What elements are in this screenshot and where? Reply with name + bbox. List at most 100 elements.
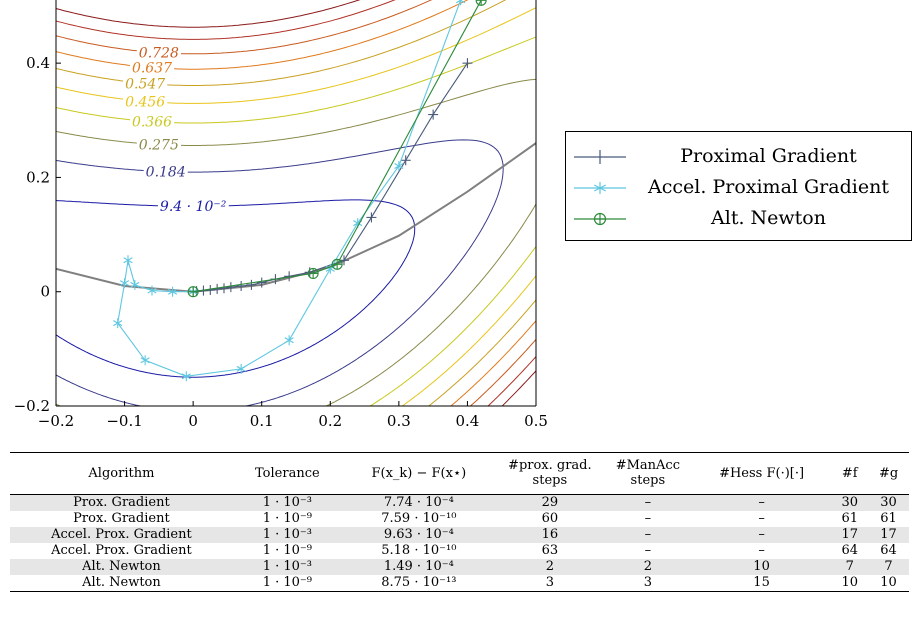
contour-label: 0.637 xyxy=(132,61,172,77)
data-point xyxy=(246,279,257,290)
table-cell: Alt. Newton xyxy=(10,559,233,575)
data-point xyxy=(167,286,178,297)
data-point xyxy=(366,212,377,223)
header-f-evals: #f xyxy=(831,452,869,495)
contour-line xyxy=(56,199,416,378)
axes: −0.2 −0.1 0 0.1 0.2 0.3 0.4 0.5 −0.2 0 0.2 0.4 xyxy=(14,0,548,430)
table-cell: 10 xyxy=(831,575,869,592)
table-cell: – xyxy=(644,543,652,558)
data-point xyxy=(219,283,229,294)
contour-label-bg xyxy=(157,199,229,216)
table-cell: 7.59 · 10⁻¹⁰ xyxy=(381,511,457,526)
legend-item-proximal-gradient: Proximal Gradient xyxy=(566,142,911,172)
table-cell: 8.75 · 10⁻¹³ xyxy=(341,575,496,592)
contour-line xyxy=(522,274,536,293)
contour-line xyxy=(56,7,536,104)
table-cell: 64 xyxy=(880,543,897,558)
table-cell: Accel. Prox. Gradient xyxy=(10,527,233,543)
table-cell: Accel. Prox. Gradient xyxy=(51,543,192,558)
table-cell: 7.74 · 10⁻⁴ xyxy=(341,494,496,511)
table-cell: 1 · 10⁻⁹ xyxy=(232,575,342,592)
contour-label-bg xyxy=(123,94,168,111)
table-header-row: Algorithm Tolerance F(x_k) − F(x⋆) #prox… xyxy=(10,452,909,495)
x-tick-label: 0.3 xyxy=(387,412,411,430)
legend-label: Proximal Gradient xyxy=(680,145,857,167)
data-point xyxy=(462,58,473,69)
x-tick-label: −0.2 xyxy=(38,412,74,430)
table-row: Alt. Newton 1 · 10⁻⁹ 8.75 · 10⁻¹³ 3 3 15 10 10 xyxy=(10,575,909,592)
x-tick-label: 0.1 xyxy=(250,412,274,430)
contour-line xyxy=(450,319,536,406)
table-cell: 64 xyxy=(841,543,858,558)
header-tolerance: Tolerance xyxy=(232,452,342,495)
x-tick-label: 0.5 xyxy=(524,412,548,430)
legend-marker-oplus-icon xyxy=(574,212,626,226)
contour-line xyxy=(56,0,396,40)
contour-label-bg xyxy=(136,137,181,154)
data-point xyxy=(119,278,130,289)
contour-label-bg xyxy=(129,60,175,77)
contour-line xyxy=(56,291,473,406)
data-point xyxy=(225,282,236,293)
contour-line xyxy=(56,0,507,86)
contour-label: 0.366 xyxy=(132,115,172,131)
contour-label-bg xyxy=(129,114,175,131)
data-point xyxy=(475,0,487,6)
series-alt-newton xyxy=(187,0,487,298)
data-point xyxy=(331,258,343,270)
contour-line xyxy=(401,291,524,406)
table-cell: 10 xyxy=(691,559,832,575)
table-cell: – xyxy=(758,543,765,558)
table-row: Accel. Prox. Gradient 1 · 10⁻⁹ 5.18 · 10⁻¹… xyxy=(10,543,909,559)
data-point xyxy=(123,255,133,266)
x-tick-label: 0.2 xyxy=(318,412,342,430)
contour-plot: 9.4 · 10⁻² 0.184 0.275 0.366 0.456 0.5470.637… xyxy=(0,0,548,440)
table-cell: 17 xyxy=(868,527,909,543)
table-cell: 1.49 · 10⁻⁴ xyxy=(341,559,496,575)
table-cell: 60 xyxy=(541,511,559,526)
contour-line xyxy=(0,439,38,440)
table-row: Prox. Gradient 1 · 10⁻³ 7.74 · 10⁻⁴ 29– –30 3… xyxy=(10,494,909,511)
data-point xyxy=(400,155,411,166)
data-point xyxy=(113,318,123,329)
y-tick-label: −0.2 xyxy=(14,397,50,415)
data-point xyxy=(140,355,150,366)
legend-marker-star-icon xyxy=(574,182,626,194)
table-cell: – xyxy=(603,494,692,511)
contour-label-bg xyxy=(136,45,181,62)
table-cell: 7 xyxy=(868,559,909,575)
contour-label: 0.184 xyxy=(146,165,186,181)
legend-item-accel-proximal-gradient: Accel. Proximal Gradient xyxy=(566,173,911,203)
series-accel-proximal-gradient xyxy=(113,0,466,382)
table-cell: 2 xyxy=(603,559,692,575)
table-cell: – xyxy=(758,511,765,526)
table-cell: 10 xyxy=(868,575,909,592)
table-cell: 1 · 10⁻³ xyxy=(232,494,342,511)
contour-label: 0.547 xyxy=(125,76,165,92)
contour-line xyxy=(56,36,536,293)
series-line xyxy=(193,62,468,293)
table-cell: – xyxy=(603,527,692,543)
header-g-evals: #g xyxy=(868,452,909,495)
contour-line xyxy=(56,139,504,293)
table-cell: 9.63 · 10⁻⁴ xyxy=(341,527,496,543)
y-tick-label: 0 xyxy=(40,283,50,301)
header-algorithm: Algorithm xyxy=(10,452,233,495)
legend: Proximal Gradient Accel. Proximal Gradie… xyxy=(565,131,912,241)
table-cell: 15 xyxy=(691,575,832,592)
legend-label: Accel. Proximal Gradient xyxy=(648,176,889,198)
contour-line xyxy=(369,291,501,406)
x-tick-label: 0.4 xyxy=(455,412,479,430)
header-objective-gap: F(x_k) − F(x⋆) xyxy=(341,452,496,495)
contour-line xyxy=(56,291,436,406)
contour-lines xyxy=(0,0,536,440)
series-line xyxy=(193,0,482,293)
table-cell: 16 xyxy=(495,527,604,543)
contour-label: 0.456 xyxy=(125,94,165,110)
table-cell: 30 xyxy=(831,494,869,511)
contour-label: 9.4 · 10⁻² xyxy=(160,199,227,215)
data-point xyxy=(147,285,157,296)
data-point xyxy=(284,335,294,346)
table-cell: 3 xyxy=(603,575,692,592)
table-cell: Prox. Gradient xyxy=(10,494,233,511)
